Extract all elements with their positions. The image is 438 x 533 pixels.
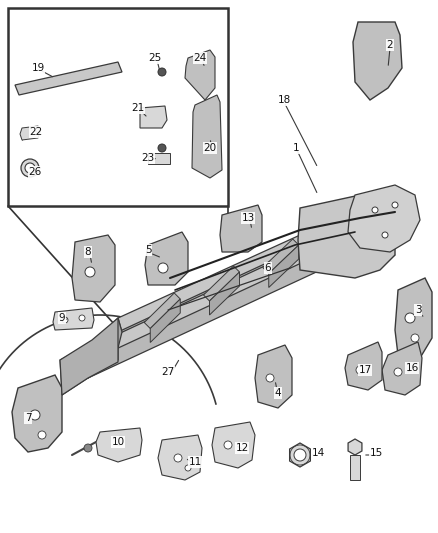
Text: 10: 10 <box>111 437 124 447</box>
Polygon shape <box>15 62 122 95</box>
Text: 3: 3 <box>415 305 421 315</box>
Polygon shape <box>140 106 167 128</box>
Circle shape <box>185 465 191 471</box>
Text: 7: 7 <box>25 413 31 423</box>
Circle shape <box>30 410 40 420</box>
Text: 15: 15 <box>369 448 383 458</box>
Text: 6: 6 <box>265 263 271 273</box>
Text: 8: 8 <box>85 247 91 257</box>
Circle shape <box>356 366 364 374</box>
Text: 25: 25 <box>148 53 162 63</box>
Text: 24: 24 <box>193 53 207 63</box>
Circle shape <box>382 232 388 238</box>
Polygon shape <box>192 95 222 178</box>
Polygon shape <box>209 272 240 315</box>
Text: 27: 27 <box>161 367 175 377</box>
Polygon shape <box>350 455 360 480</box>
Circle shape <box>158 68 166 76</box>
Circle shape <box>411 334 419 342</box>
Polygon shape <box>382 342 422 395</box>
Text: 1: 1 <box>293 143 299 153</box>
Polygon shape <box>204 266 240 301</box>
Polygon shape <box>118 210 360 332</box>
Text: 13: 13 <box>241 213 254 223</box>
Circle shape <box>79 315 85 321</box>
Polygon shape <box>263 239 299 273</box>
Polygon shape <box>353 22 402 100</box>
Circle shape <box>85 267 95 277</box>
Polygon shape <box>269 245 299 287</box>
Circle shape <box>405 313 415 323</box>
Polygon shape <box>150 299 180 343</box>
Text: 11: 11 <box>188 457 201 467</box>
Polygon shape <box>20 126 40 140</box>
Polygon shape <box>60 345 88 395</box>
Text: 17: 17 <box>358 365 371 375</box>
Polygon shape <box>212 422 255 468</box>
Polygon shape <box>144 293 180 328</box>
Circle shape <box>392 202 398 208</box>
Text: 14: 14 <box>311 448 325 458</box>
Polygon shape <box>348 439 362 455</box>
Circle shape <box>372 207 378 213</box>
Text: 22: 22 <box>29 127 42 137</box>
Text: 19: 19 <box>32 63 45 73</box>
Circle shape <box>62 317 68 323</box>
Polygon shape <box>88 252 325 378</box>
Polygon shape <box>158 435 202 480</box>
Circle shape <box>38 431 46 439</box>
Circle shape <box>394 368 402 376</box>
Polygon shape <box>255 345 292 408</box>
Text: 4: 4 <box>275 388 281 398</box>
Circle shape <box>158 144 166 152</box>
Polygon shape <box>348 185 420 252</box>
Circle shape <box>174 454 182 462</box>
Polygon shape <box>96 428 142 462</box>
Polygon shape <box>53 308 94 330</box>
Text: 16: 16 <box>406 363 419 373</box>
Text: 12: 12 <box>235 443 249 453</box>
Circle shape <box>21 159 39 177</box>
Polygon shape <box>395 278 432 358</box>
Text: 21: 21 <box>131 103 145 113</box>
Text: 2: 2 <box>387 40 393 50</box>
Text: 18: 18 <box>277 95 291 105</box>
Polygon shape <box>12 375 62 452</box>
Polygon shape <box>345 342 382 390</box>
Circle shape <box>158 263 168 273</box>
Polygon shape <box>88 318 122 378</box>
Text: 26: 26 <box>28 167 42 177</box>
Bar <box>8 8 228 206</box>
Polygon shape <box>145 232 188 285</box>
Circle shape <box>25 163 35 173</box>
Polygon shape <box>220 205 262 252</box>
Polygon shape <box>298 195 395 278</box>
Polygon shape <box>290 443 311 467</box>
Polygon shape <box>60 318 118 395</box>
Circle shape <box>294 449 306 461</box>
Polygon shape <box>88 238 330 362</box>
Polygon shape <box>185 50 215 100</box>
Text: 23: 23 <box>141 153 155 163</box>
Circle shape <box>224 441 232 449</box>
Polygon shape <box>148 153 170 164</box>
Circle shape <box>266 374 274 382</box>
Text: 9: 9 <box>59 313 65 323</box>
Circle shape <box>84 444 92 452</box>
Polygon shape <box>72 235 115 302</box>
Text: 20: 20 <box>203 143 216 153</box>
Polygon shape <box>118 222 355 348</box>
Text: 5: 5 <box>145 245 151 255</box>
